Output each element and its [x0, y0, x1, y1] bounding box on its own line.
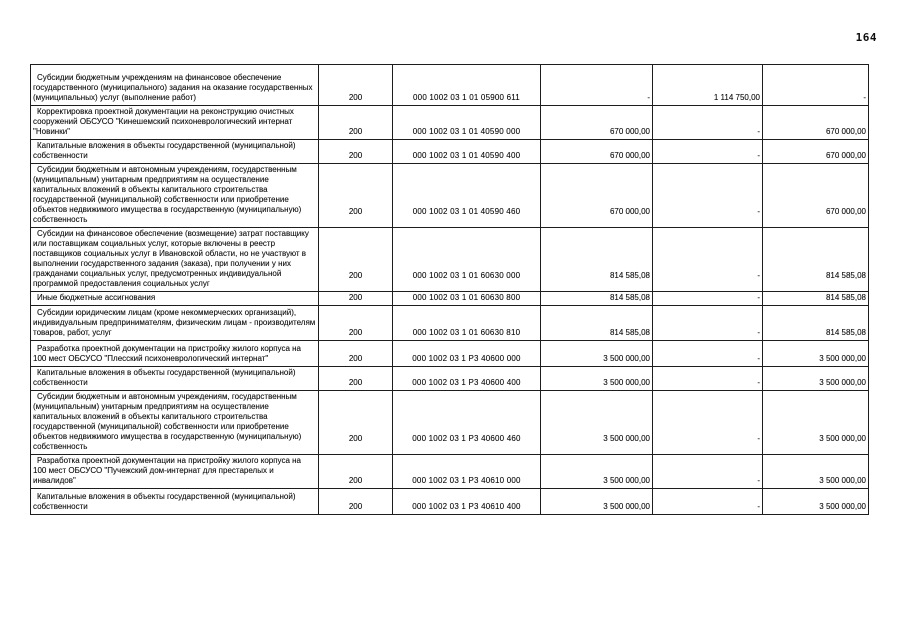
amount-col3-cell: 670 000,00 — [762, 163, 869, 228]
amount-col1-cell: 3 500 000,00 — [540, 488, 653, 515]
budget-table-body: Субсидии бюджетным учреждениям на финанс… — [30, 64, 869, 515]
amount-col2-cell: - — [652, 105, 763, 140]
amount-col3-cell: 3 500 000,00 — [762, 454, 869, 489]
table-row: Разработка проектной документации на при… — [30, 340, 869, 367]
amount-col1-cell: 814 585,08 — [540, 291, 653, 306]
amount-col1-cell: 814 585,08 — [540, 227, 653, 292]
expense-type-cell: 200 — [318, 488, 393, 515]
amount-col2-cell: - — [652, 488, 763, 515]
budget-code-cell: 000 1002 03 1 Р3 40600 460 — [392, 390, 541, 455]
amount-col1-cell: 3 500 000,00 — [540, 366, 653, 391]
amount-col1-cell: 3 500 000,00 — [540, 390, 653, 455]
expense-type-cell: 200 — [318, 163, 393, 228]
budget-code-cell: 000 1002 03 1 01 60630 810 — [392, 305, 541, 341]
table-row: Иные бюджетные ассигнования 200 000 1002… — [30, 291, 869, 306]
amount-col3-cell: 814 585,08 — [762, 291, 869, 306]
amount-col2-cell: - — [652, 340, 763, 367]
amount-col3-cell: 670 000,00 — [762, 105, 869, 140]
budget-code-cell: 000 1002 03 1 01 40590 400 — [392, 139, 541, 164]
description-cell: Корректировка проектной документации на … — [30, 105, 319, 140]
table-row: Субсидии на финансовое обеспечение (возм… — [30, 227, 869, 292]
budget-code-cell: 000 1002 03 1 01 40590 000 — [392, 105, 541, 140]
amount-col2-cell: - — [652, 291, 763, 306]
expense-type-cell: 200 — [318, 64, 393, 106]
description-cell: Субсидии бюджетным и автономным учрежден… — [30, 163, 319, 228]
amount-col3-cell: 3 500 000,00 — [762, 390, 869, 455]
expense-type-cell: 200 — [318, 105, 393, 140]
budget-code-cell: 000 1002 03 1 01 40590 460 — [392, 163, 541, 228]
amount-col1-cell: 3 500 000,00 — [540, 340, 653, 367]
budget-code-cell: 000 1002 03 1 Р3 40610 400 — [392, 488, 541, 515]
amount-col2-cell: - — [652, 227, 763, 292]
amount-col1-cell: 670 000,00 — [540, 163, 653, 228]
amount-col2-cell: - — [652, 139, 763, 164]
expense-type-cell: 200 — [318, 305, 393, 341]
expense-type-cell: 200 — [318, 227, 393, 292]
description-cell: Капитальные вложения в объекты государст… — [30, 488, 319, 515]
amount-col3-cell: - — [762, 64, 869, 106]
amount-col2-cell: - — [652, 454, 763, 489]
expense-type-cell: 200 — [318, 366, 393, 391]
amount-col3-cell: 3 500 000,00 — [762, 340, 869, 367]
table-row: Капитальные вложения в объекты государст… — [30, 139, 869, 164]
amount-col2-cell: - — [652, 305, 763, 341]
description-cell: Разработка проектной документации на при… — [30, 454, 319, 489]
expense-type-cell: 200 — [318, 390, 393, 455]
description-cell: Субсидии бюджетным учреждениям на финанс… — [30, 64, 319, 106]
amount-col2-cell: - — [652, 163, 763, 228]
expense-type-cell: 200 — [318, 454, 393, 489]
expense-type-cell: 200 — [318, 139, 393, 164]
amount-col3-cell: 3 500 000,00 — [762, 366, 869, 391]
budget-code-cell: 000 1002 03 1 01 60630 000 — [392, 227, 541, 292]
page-number: 164 — [855, 31, 877, 44]
table-row: Субсидии бюджетным и автономным учрежден… — [30, 163, 869, 228]
expense-type-cell: 200 — [318, 291, 393, 306]
table-row: Корректировка проектной документации на … — [30, 105, 869, 140]
table-row: Разработка проектной документации на при… — [30, 454, 869, 489]
budget-allocations-table: Субсидии бюджетным учреждениям на финанс… — [30, 64, 869, 515]
amount-col2-cell: 1 114 750,00 — [652, 64, 763, 106]
amount-col3-cell: 3 500 000,00 — [762, 488, 869, 515]
description-cell: Субсидии на финансовое обеспечение (возм… — [30, 227, 319, 292]
amount-col1-cell: 670 000,00 — [540, 105, 653, 140]
expense-type-cell: 200 — [318, 340, 393, 367]
description-cell: Капитальные вложения в объекты государст… — [30, 366, 319, 391]
amount-col1-cell: 670 000,00 — [540, 139, 653, 164]
description-cell: Разработка проектной документации на при… — [30, 340, 319, 367]
description-cell: Иные бюджетные ассигнования — [30, 291, 319, 306]
table-row: Субсидии юридическим лицам (кроме некомм… — [30, 305, 869, 341]
amount-col3-cell: 814 585,08 — [762, 305, 869, 341]
description-cell: Субсидии юридическим лицам (кроме некомм… — [30, 305, 319, 341]
description-cell: Капитальные вложения в объекты государст… — [30, 139, 319, 164]
budget-code-cell: 000 1002 03 1 Р3 40600 400 — [392, 366, 541, 391]
amount-col1-cell: 814 585,08 — [540, 305, 653, 341]
budget-code-cell: 000 1002 03 1 Р3 40600 000 — [392, 340, 541, 367]
amount-col1-cell: 3 500 000,00 — [540, 454, 653, 489]
table-row: Субсидии бюджетным учреждениям на финанс… — [30, 64, 869, 106]
budget-code-cell: 000 1002 03 1 Р3 40610 000 — [392, 454, 541, 489]
amount-col2-cell: - — [652, 390, 763, 455]
amount-col1-cell: - — [540, 64, 653, 106]
budget-code-cell: 000 1002 03 1 01 05900 611 — [392, 64, 541, 106]
table-row: Капитальные вложения в объекты государст… — [30, 488, 869, 515]
amount-col3-cell: 814 585,08 — [762, 227, 869, 292]
amount-col2-cell: - — [652, 366, 763, 391]
amount-col3-cell: 670 000,00 — [762, 139, 869, 164]
description-cell: Субсидии бюджетным и автономным учрежден… — [30, 390, 319, 455]
table-row: Капитальные вложения в объекты государст… — [30, 366, 869, 391]
table-row: Субсидии бюджетным и автономным учрежден… — [30, 390, 869, 455]
budget-code-cell: 000 1002 03 1 01 60630 800 — [392, 291, 541, 306]
